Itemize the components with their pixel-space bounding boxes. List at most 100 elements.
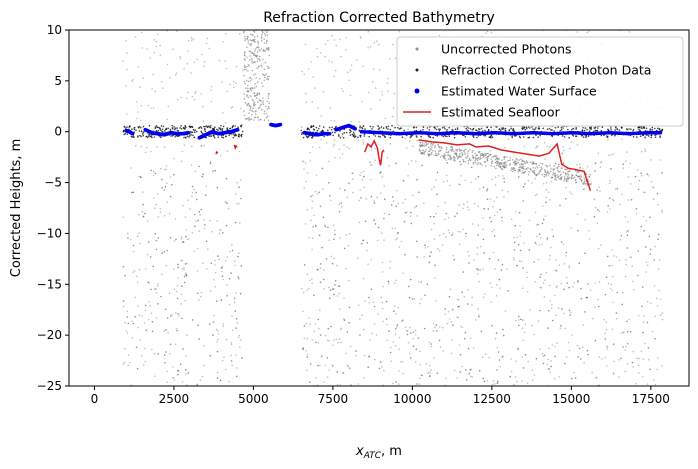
photon-point [348, 79, 351, 81]
photon-point [328, 369, 330, 371]
photon-point [258, 49, 261, 51]
photon-point [522, 267, 524, 269]
photon-point [267, 49, 270, 51]
photon-point [181, 268, 184, 270]
photon-point [539, 276, 541, 278]
photon-point [467, 206, 469, 208]
photon-point [315, 341, 317, 344]
photon-point [639, 135, 642, 137]
photon-point [243, 80, 246, 83]
photon-point [653, 379, 655, 381]
photon-point [157, 303, 159, 305]
photon-point [642, 134, 645, 136]
photon-point [532, 166, 534, 169]
photon-point [226, 256, 229, 259]
photon-point [522, 160, 525, 162]
photon-point [216, 341, 218, 343]
photon-point [487, 208, 490, 210]
photon-point [333, 39, 336, 41]
photon-point [154, 172, 157, 175]
photon-point [491, 230, 494, 233]
photon-point [400, 361, 402, 363]
photon-point [523, 168, 525, 170]
photon-point [392, 382, 394, 385]
photon-point [553, 175, 556, 177]
photon-point [477, 162, 480, 164]
photon-point [420, 298, 422, 300]
photon-point [553, 165, 555, 167]
photon-point [140, 354, 143, 357]
photon-point [266, 108, 269, 110]
photon-point [583, 129, 586, 132]
photon-point [240, 134, 242, 136]
photon-point [633, 288, 635, 291]
photon-point [512, 161, 515, 164]
photon-point [391, 196, 394, 198]
photon-point [253, 61, 255, 64]
photon-point [181, 150, 184, 153]
photon-point [434, 150, 437, 153]
photon-point [428, 154, 431, 157]
photon-point [363, 175, 365, 178]
photon-point [412, 126, 415, 129]
photon-point [622, 292, 624, 294]
photon-point [318, 234, 321, 237]
photon-point [435, 212, 437, 215]
photon-point [238, 252, 240, 254]
photon-point [395, 238, 397, 241]
photon-point [214, 169, 217, 172]
photon-point [425, 363, 428, 365]
photon-point [608, 208, 611, 210]
photon-point [580, 287, 582, 290]
photon-point [490, 129, 493, 132]
photon-point [549, 164, 551, 167]
photon-point [661, 129, 664, 132]
photon-point [196, 383, 199, 386]
photon-point [199, 214, 201, 216]
photon-point [301, 160, 304, 162]
photon-point [216, 330, 219, 332]
photon-point [573, 371, 575, 374]
photon-point [588, 176, 591, 178]
photon-point [166, 317, 169, 319]
photon-point [492, 251, 495, 254]
photon-point [588, 130, 591, 132]
photon-point [460, 163, 462, 166]
photon-point [440, 146, 442, 148]
photon-point [238, 150, 241, 153]
photon-point [558, 376, 561, 378]
photon-point [343, 132, 346, 134]
photon-point [534, 177, 536, 180]
photon-point [349, 129, 351, 131]
photon-point [554, 127, 557, 129]
photon-point [571, 128, 573, 131]
photon-point [398, 383, 400, 385]
photon-point [162, 125, 165, 128]
photon-point [654, 315, 656, 318]
photon-point [142, 77, 144, 79]
y-tick-label: −25 [37, 379, 62, 393]
photon-point [151, 330, 154, 333]
photon-point [343, 319, 346, 321]
photon-point [435, 154, 438, 157]
photon-point [186, 334, 188, 336]
photon-point [260, 36, 263, 39]
photon-point [645, 134, 647, 136]
photon-point [476, 246, 479, 249]
photon-point [163, 146, 166, 148]
photon-point [489, 198, 492, 200]
photon-point [551, 344, 554, 346]
photon-point [263, 79, 266, 82]
photon-point [437, 153, 440, 156]
photon-point [442, 232, 445, 235]
photon-point [231, 364, 233, 367]
photon-point [387, 90, 389, 92]
photon-point [550, 365, 552, 368]
photon-point [464, 331, 467, 334]
photon-point [531, 163, 534, 165]
photon-point [489, 149, 492, 152]
photon-point [329, 107, 332, 109]
photon-point [358, 199, 361, 202]
photon-point [637, 314, 640, 317]
photon-point [339, 137, 342, 139]
